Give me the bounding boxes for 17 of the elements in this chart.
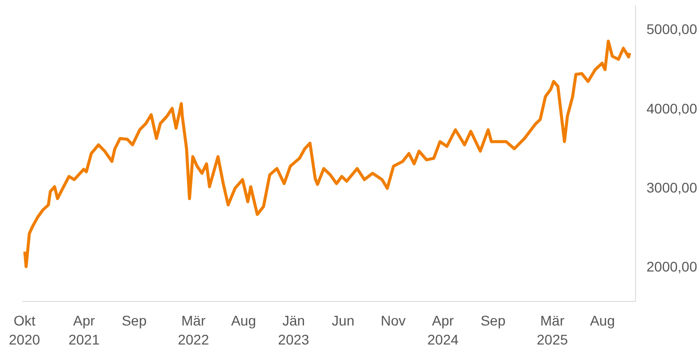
line-series bbox=[23, 40, 632, 268]
y-tick-label: 3000,00 bbox=[646, 180, 698, 196]
x-tick-label: Sep bbox=[480, 312, 506, 328]
x-tick-label: Mär 2025 bbox=[536, 312, 568, 348]
y-tick-label: 5000,00 bbox=[646, 21, 698, 38]
x-tick-label: Okt 2020 bbox=[8, 312, 40, 348]
y-tick-label: 2000,00 bbox=[646, 258, 698, 275]
x-tick-label: Aug bbox=[590, 312, 615, 328]
x-tick-label: Aug bbox=[231, 312, 256, 328]
x-tick-label: Apr 2024 bbox=[427, 312, 459, 348]
x-tick-label: Nov bbox=[380, 312, 406, 328]
y-tick-label: 4000,00 bbox=[646, 100, 698, 116]
x-tick-label: Mär 2022 bbox=[178, 312, 210, 348]
x-tick-label: Apr 2021 bbox=[68, 312, 100, 348]
x-tick-label: Sep bbox=[122, 312, 147, 328]
x-tick-label: Jun bbox=[332, 312, 354, 328]
x-tick-label: Jän 2023 bbox=[278, 312, 310, 348]
